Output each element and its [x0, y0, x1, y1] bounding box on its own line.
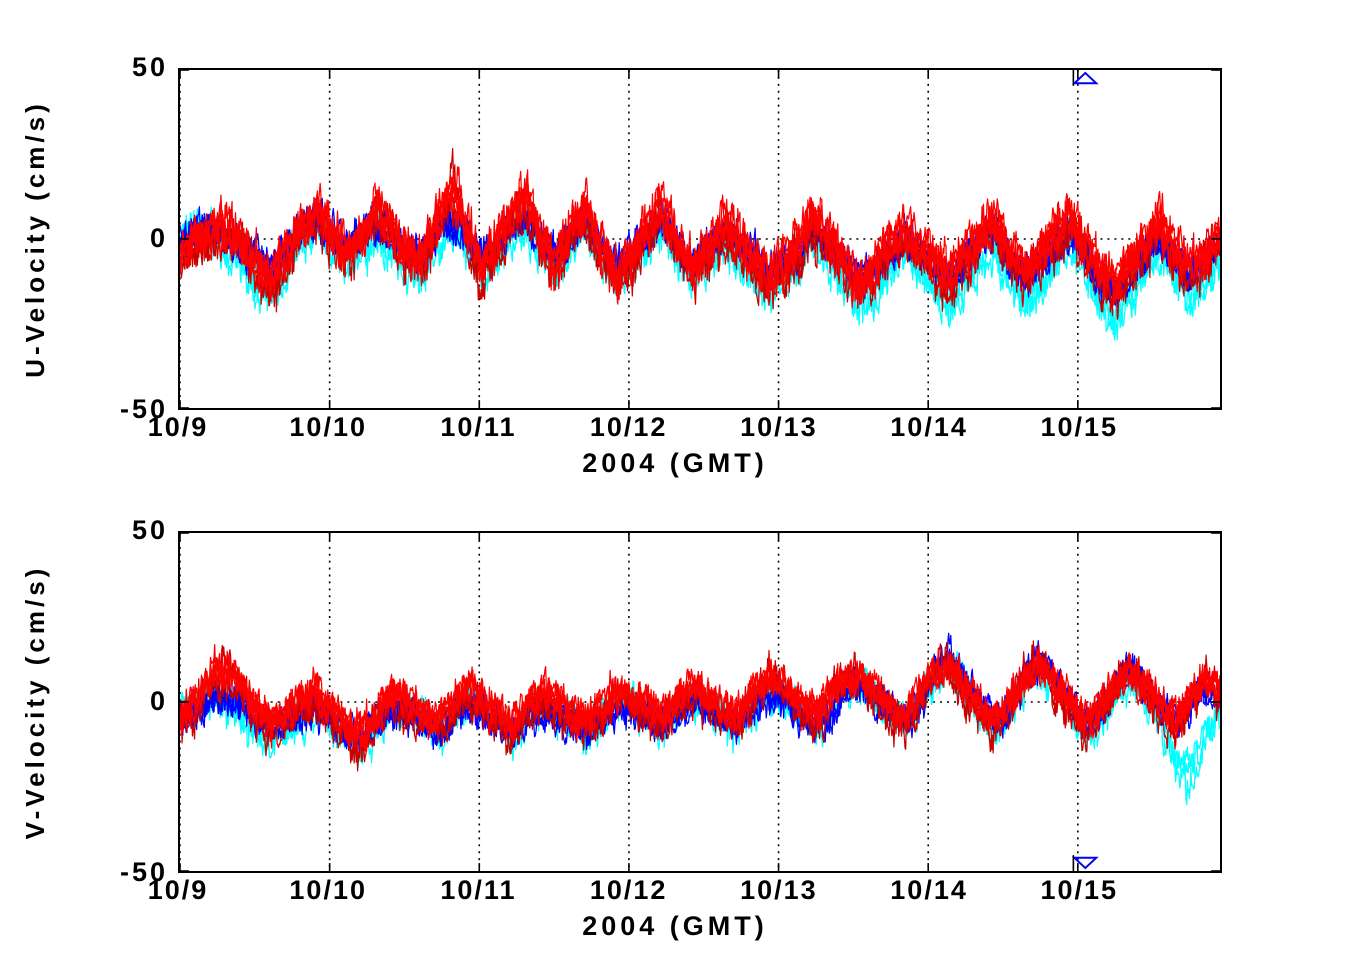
open-triangle-up-marker	[1071, 71, 1099, 85]
y-tick-label-u-zero: 0	[149, 223, 168, 253]
y-tick-label-u-top: 50	[131, 52, 168, 82]
x-tick-label: 10/12	[589, 875, 668, 905]
x-tick-label: 10/9	[147, 412, 209, 442]
x-tick-label: 10/13	[740, 412, 818, 442]
x-tick-label: 10/14	[890, 412, 968, 442]
x-tick-label: 10/15	[1040, 875, 1119, 905]
x-tick-labels-u: 10/9 10/10 10/11 10/12 10/13 10/14 10/15	[148, 412, 1222, 450]
y-tick-label-v-top: 50	[131, 515, 168, 545]
x-tick-label: 10/12	[589, 412, 668, 442]
x-tick-label: 10/13	[740, 875, 818, 905]
panel-u-velocity: U-Velocity (cm/s) 50 0 -50 10/9 10/10 10/1…	[20, 52, 1222, 478]
x-tick-label: 10/9	[147, 875, 209, 905]
y-tick-label-u-bottom: -50	[119, 394, 168, 424]
x-tick-label: 10/10	[289, 412, 367, 442]
data-trace	[180, 174, 1220, 287]
x-tick-labels-v: 10/9 10/10 10/11 10/12 10/13 10/14 10/15	[148, 875, 1222, 913]
x-axis-title-u: 2004 (GMT)	[582, 448, 768, 478]
plot-area-u-velocity	[178, 68, 1222, 410]
open-triangle-down-marker	[1071, 856, 1099, 870]
x-axis-title-v: 2004 (GMT)	[582, 911, 768, 941]
data-trace	[180, 170, 1220, 303]
x-tick-label: 10/15	[1040, 412, 1119, 442]
y-tick-label-v-zero: 0	[149, 686, 168, 716]
x-tick-label: 10/10	[289, 875, 367, 905]
panel-v-velocity: V-Velocity (cm/s) 50 0 -50 10/9 10/10 10/1…	[0, 485, 1350, 975]
plot-area-v-velocity	[178, 531, 1222, 873]
x-tick-label: 10/14	[890, 875, 968, 905]
data-trace	[180, 644, 1220, 753]
x-tick-label: 10/11	[440, 875, 517, 905]
plot-canvas-v	[180, 533, 1220, 871]
x-tick-label: 10/11	[440, 412, 517, 442]
plot-canvas-u	[180, 70, 1220, 408]
y-tick-label-v-bottom: -50	[119, 857, 168, 887]
